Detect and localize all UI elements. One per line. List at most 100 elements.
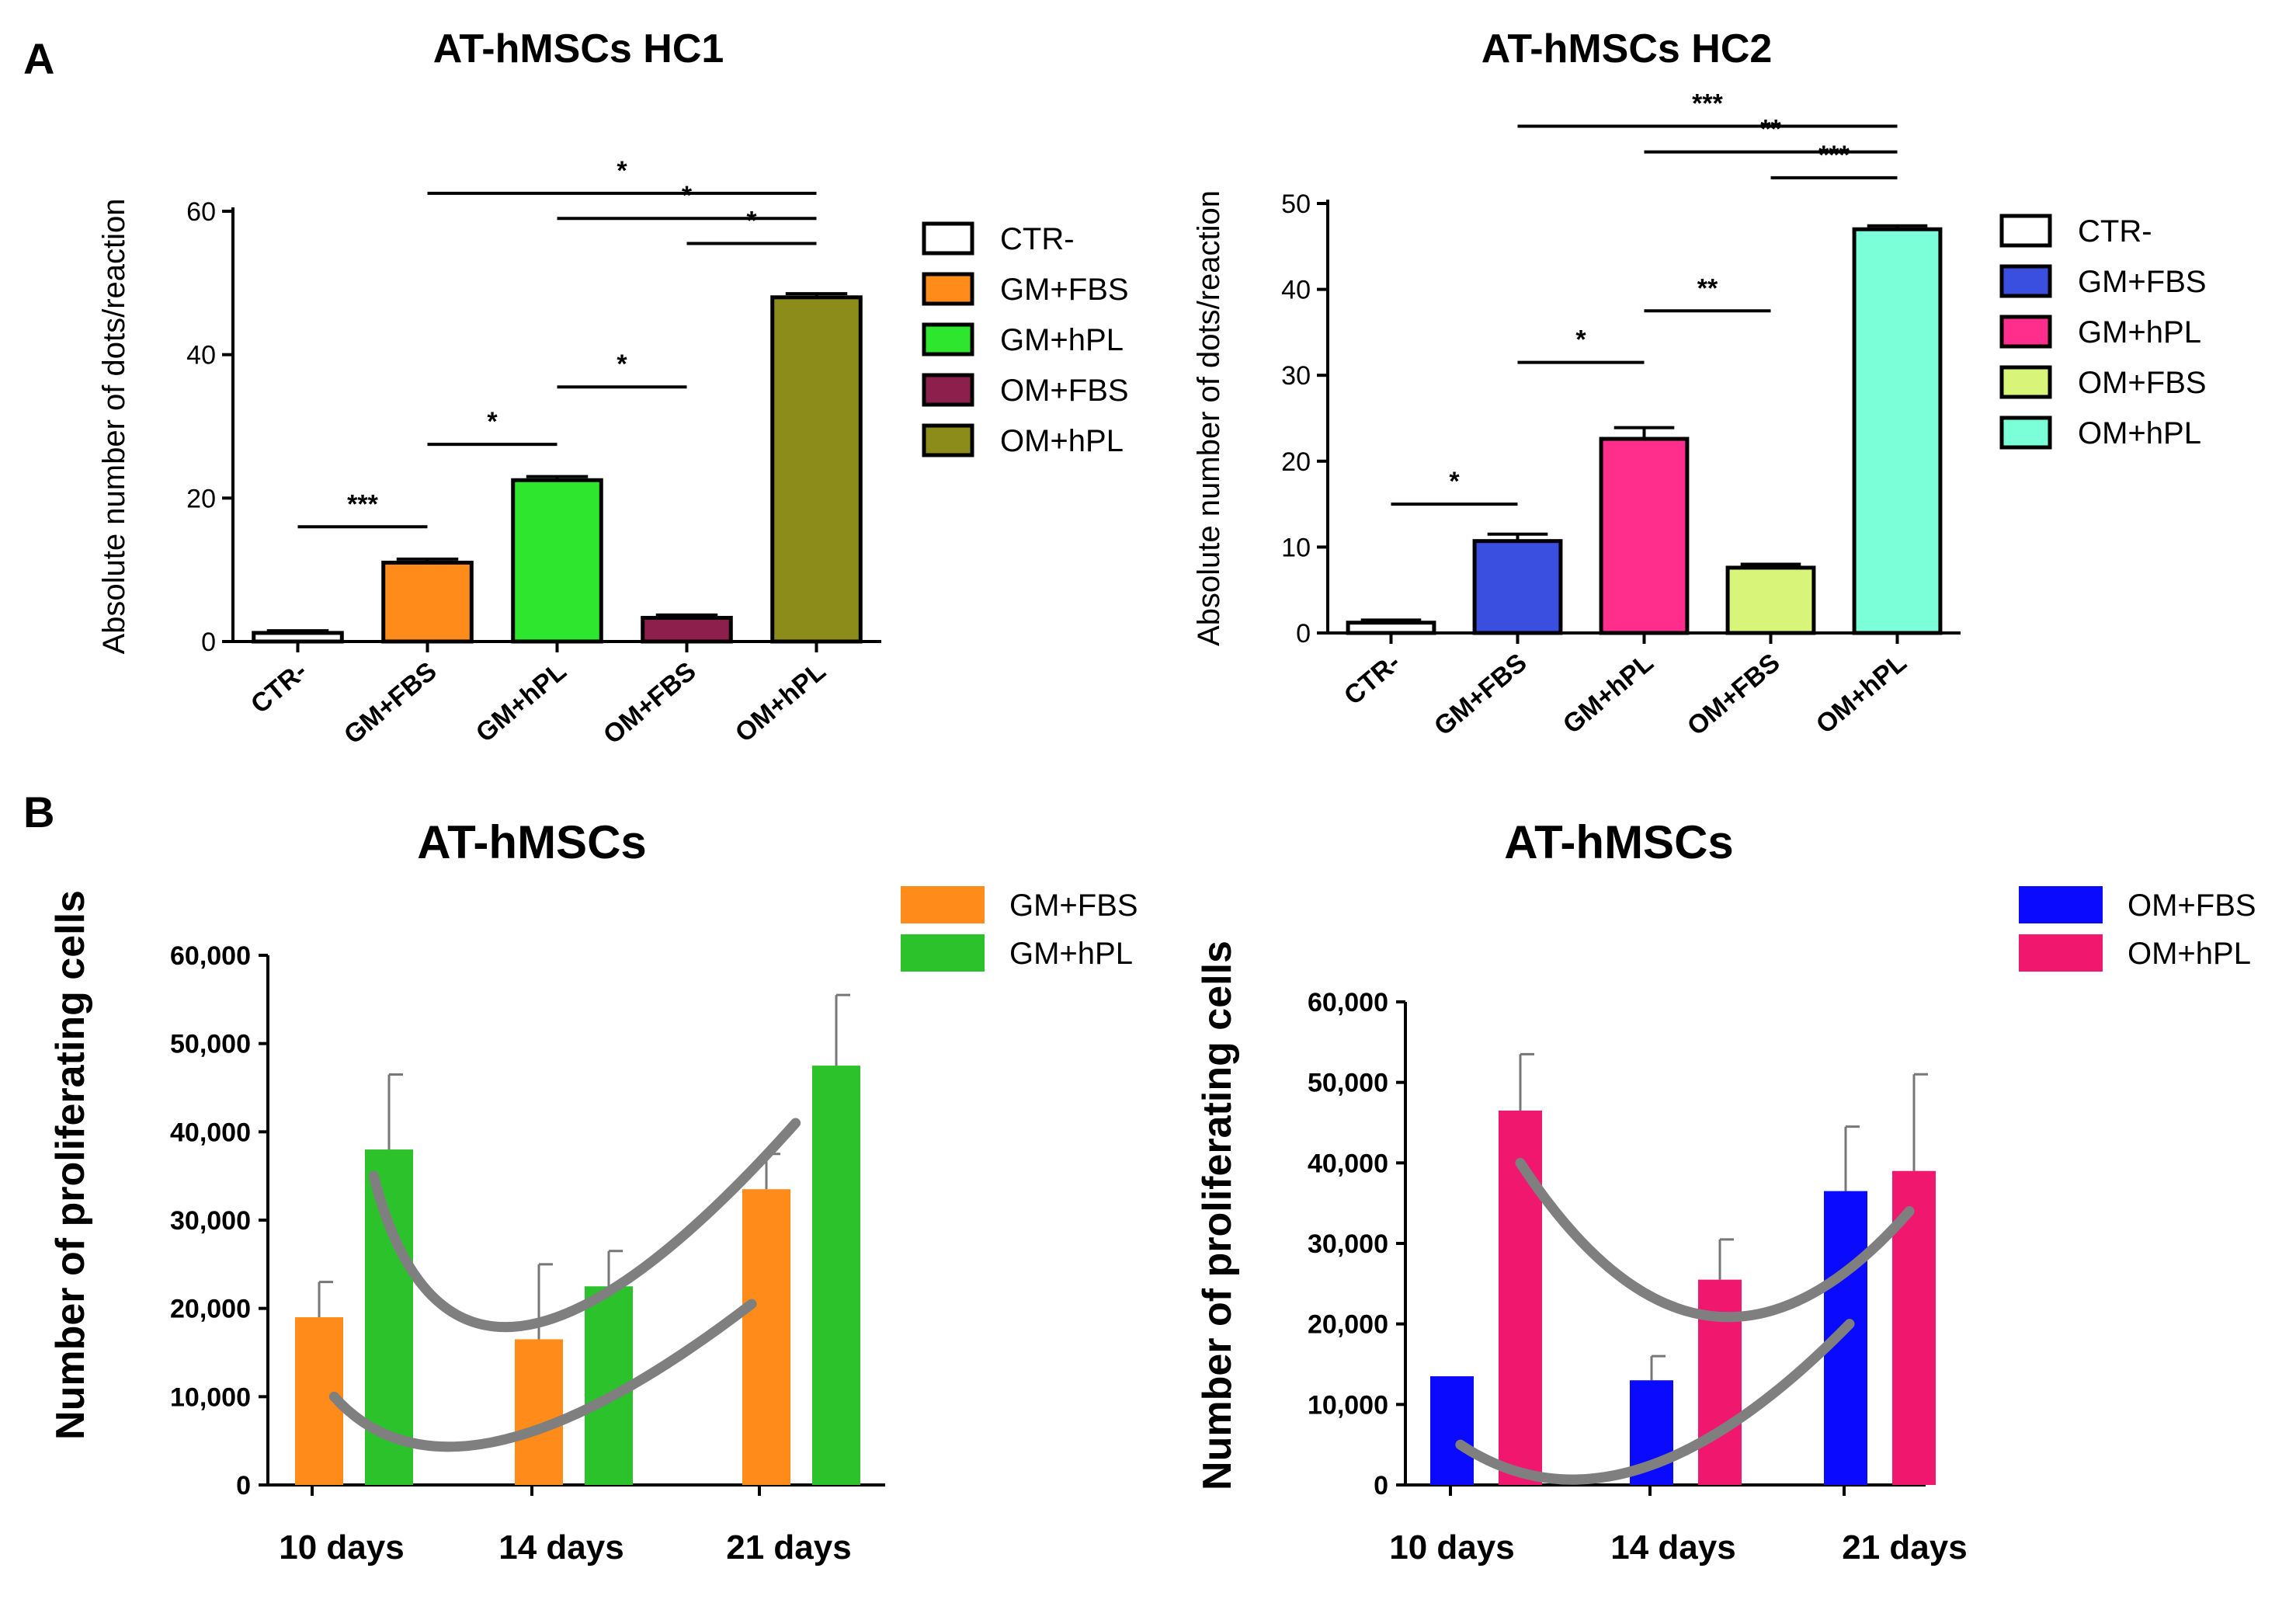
legend-label-gm-fbs: GM+FBS bbox=[1000, 273, 1129, 307]
x-tick-label-21-days: 21 days bbox=[726, 1528, 851, 1567]
y-tick-label: 40 bbox=[186, 341, 216, 370]
y-tick-label: 50 bbox=[1281, 190, 1311, 219]
y-tick-label: 50,000 bbox=[170, 1030, 251, 1059]
legend-label-ctr: CTR- bbox=[2078, 214, 2152, 249]
significance-label: ** bbox=[1760, 115, 1781, 144]
chart-b1-gm: AT-hMSCs Number of proliferating cells 0 10… bbox=[48, 816, 1138, 1567]
legend-swatch-gm-hpl bbox=[922, 322, 974, 356]
chart-a1-hc1: AT-hMSCs HC1 Absolute number of dots/reac… bbox=[97, 26, 1129, 750]
chart-title: AT-hMSCs HC2 bbox=[1481, 26, 1773, 71]
legend-swatch-gm-hpl bbox=[901, 934, 985, 972]
legend-label-gm-fbs: GM+FBS bbox=[2078, 265, 2207, 299]
trendline-gm-fbs bbox=[328, 1299, 757, 1452]
legend-label-om-hpl: OM+hPL bbox=[2128, 937, 2251, 971]
x-tick-label-21-days: 21 days bbox=[1842, 1528, 1967, 1567]
y-tick-label: 10 bbox=[1281, 533, 1311, 562]
legend-swatch-om-hpl bbox=[1999, 416, 2052, 450]
y-tick-label: 0 bbox=[1374, 1471, 1388, 1500]
legend-swatch-om-hpl bbox=[2019, 934, 2103, 972]
y-tick-label: 40,000 bbox=[170, 1118, 251, 1147]
legend-swatch-om-fbs bbox=[922, 373, 974, 407]
panel-label-b: B bbox=[23, 788, 54, 836]
x-tick-label-ctr: CTR- bbox=[245, 656, 313, 719]
legend-label-om-hpl: OM+hPL bbox=[2078, 416, 2201, 450]
y-tick-label: 50,000 bbox=[1308, 1069, 1388, 1098]
trendline-om-fbs bbox=[1455, 1319, 1855, 1485]
significance-label: *** bbox=[347, 489, 378, 519]
y-tick-label: 20,000 bbox=[1308, 1310, 1388, 1340]
significance-label: * bbox=[617, 156, 627, 186]
x-tick-label-om-fbs: OM+FBS bbox=[1682, 648, 1786, 742]
chart-a2-hc2: AT-hMSCs HC2 Absolute number of dots/reac… bbox=[1192, 26, 2207, 742]
x-tick-label-14-days: 14 days bbox=[498, 1528, 623, 1567]
legend-swatch-om-fbs bbox=[1999, 365, 2052, 399]
legend-label-ctr: CTR- bbox=[1000, 222, 1075, 256]
chart-title: AT-hMSCs HC1 bbox=[433, 26, 724, 71]
y-tick-label: 60,000 bbox=[170, 941, 251, 971]
y-tick-label: 10,000 bbox=[170, 1382, 251, 1412]
bar-om-fbs-10-days bbox=[1430, 1376, 1474, 1485]
x-tick-label-om-hpl: OM+hPL bbox=[730, 656, 832, 748]
panel-label-a: A bbox=[23, 34, 54, 83]
bar-gm-hpl bbox=[1599, 436, 1690, 635]
significance-label: * bbox=[682, 181, 693, 210]
legend-label-om-fbs: OM+FBS bbox=[2078, 366, 2207, 400]
legend-label-om-fbs: OM+FBS bbox=[1000, 374, 1129, 408]
x-tick-label-10-days: 10 days bbox=[279, 1528, 404, 1567]
legend-label-gm-fbs: GM+FBS bbox=[1009, 888, 1138, 923]
bar-ctr bbox=[252, 631, 344, 644]
y-tick-label: 60,000 bbox=[1308, 988, 1388, 1017]
x-tick-label-gm-fbs: GM+FBS bbox=[339, 656, 443, 750]
significance-label: ** bbox=[1697, 273, 1718, 303]
y-tick-label: 40,000 bbox=[1308, 1149, 1388, 1178]
significance-label: *** bbox=[1692, 89, 1723, 118]
legend-label-gm-hpl: GM+hPL bbox=[1000, 323, 1124, 357]
y-tick-label: 20,000 bbox=[170, 1295, 251, 1324]
x-tick-label-14-days: 14 days bbox=[1610, 1528, 1735, 1567]
chart-title: AT-hMSCs bbox=[1504, 816, 1734, 868]
bar-gm-hpl bbox=[511, 478, 603, 644]
legend-swatch-gm-fbs bbox=[922, 272, 974, 306]
y-tick-label: 20 bbox=[186, 484, 216, 513]
significance-label: * bbox=[1575, 325, 1586, 355]
legend-swatch-om-hpl bbox=[922, 423, 974, 457]
significance-label: * bbox=[487, 407, 498, 436]
y-tick-label: 60 bbox=[186, 197, 216, 227]
bar-ctr bbox=[1346, 621, 1436, 635]
x-tick-label-ctr: CTR- bbox=[1339, 648, 1406, 711]
bar-gm-fbs bbox=[381, 560, 474, 644]
bar-om-hpl-10-days bbox=[1499, 1110, 1542, 1485]
x-tick-label-gm-fbs: GM+FBS bbox=[1429, 648, 1533, 742]
y-tick-label: 0 bbox=[201, 628, 216, 657]
y-axis-label: Absolute number of dots/reaction bbox=[97, 198, 131, 654]
chart-title: AT-hMSCs bbox=[417, 816, 647, 868]
y-tick-label: 30 bbox=[1281, 361, 1311, 391]
y-tick-label: 0 bbox=[236, 1471, 251, 1500]
x-tick-label-om-fbs: OM+FBS bbox=[598, 656, 702, 750]
y-tick-label: 10,000 bbox=[1308, 1390, 1388, 1420]
bar-om-hpl bbox=[770, 295, 863, 644]
bar-gm-fbs-14-days bbox=[515, 1339, 563, 1485]
legend-swatch-ctr bbox=[922, 221, 974, 256]
y-tick-label: 20 bbox=[1281, 447, 1311, 477]
bar-om-fbs bbox=[641, 616, 733, 644]
trendline-om-hpl bbox=[1515, 1157, 1915, 1323]
bar-gm-fbs bbox=[1472, 539, 1563, 635]
legend-swatch-gm-fbs bbox=[901, 886, 985, 923]
legend-swatch-ctr bbox=[1999, 214, 2052, 248]
y-tick-label: 30,000 bbox=[170, 1206, 251, 1236]
x-tick-label-om-hpl: OM+hPL bbox=[1811, 648, 1912, 739]
x-tick-label-gm-hpl: GM+hPL bbox=[1558, 648, 1659, 739]
y-tick-label: 40 bbox=[1281, 276, 1311, 305]
legend-label-gm-hpl: GM+hPL bbox=[2078, 315, 2201, 349]
y-axis-label: Absolute number of dots/reaction bbox=[1192, 190, 1226, 646]
y-axis-label: Number of proliferating cells bbox=[1195, 941, 1240, 1490]
bar-gm-hpl-21-days bbox=[812, 1066, 860, 1485]
legend-swatch-gm-hpl bbox=[1999, 315, 2052, 349]
bar-om-fbs bbox=[1725, 565, 1816, 635]
significance-label: *** bbox=[1818, 141, 1850, 170]
significance-label: * bbox=[1449, 467, 1460, 496]
x-tick-label-10-days: 10 days bbox=[1389, 1528, 1514, 1567]
